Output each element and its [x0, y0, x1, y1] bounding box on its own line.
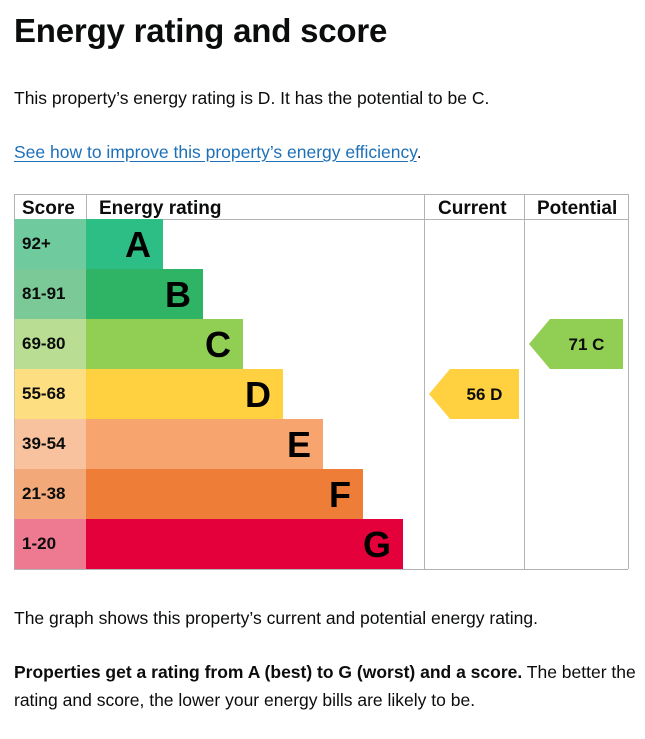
header-energy-rating: Energy rating [99, 198, 221, 219]
score-range-f: 21-38 [22, 484, 65, 503]
rating-explanation-bold: Properties get a rating from A (best) to… [14, 662, 523, 682]
band-letter-c: C [205, 324, 231, 365]
band-bar-f [86, 469, 363, 519]
current-rating-arrow [429, 369, 519, 419]
link-suffix: . [416, 142, 422, 162]
band-letter-f: F [329, 474, 351, 515]
score-range-e: 39-54 [22, 434, 66, 453]
band-letter-d: D [245, 374, 271, 415]
score-range-d: 55-68 [22, 384, 65, 403]
score-cell-a [14, 219, 86, 269]
rating-explanation-rest: The better the rating and score, the low… [14, 662, 636, 710]
score-range-g: 1-20 [22, 534, 56, 553]
graph-note: The graph shows this property’s current … [14, 608, 539, 628]
improve-efficiency-link[interactable]: See how to improve this property’s energ… [14, 142, 417, 162]
rating-explanation: Properties get a rating from A (best) to… [14, 658, 639, 714]
band-letter-a: A [125, 224, 151, 265]
score-cell-g [14, 519, 86, 569]
band-bar-d [86, 369, 283, 419]
band-letter-b: B [165, 274, 191, 315]
band-bar-e [86, 419, 323, 469]
band-letter-e: E [287, 424, 311, 465]
header-current: Current [438, 198, 507, 219]
rating-arrows: 56 D 71 C [429, 319, 623, 419]
page-title: Energy rating and score [14, 12, 388, 49]
band-letter-g: G [363, 524, 391, 565]
score-range-b: 81-91 [22, 284, 65, 303]
improve-link-line: See how to improve this property’s energ… [14, 138, 422, 166]
score-cell-c [14, 319, 86, 369]
score-range-c: 69-80 [22, 334, 65, 353]
current-rating-arrow-label: 56 D [467, 385, 503, 404]
score-range-a: 92+ [22, 234, 51, 253]
rating-summary: This property’s energy rating is D. It h… [14, 88, 490, 108]
header-score: Score [22, 198, 75, 219]
header-potential: Potential [537, 198, 617, 219]
rating-bands: 92+ A 81-91 B 69-80 C 55-68 D 39-54 E 21-38 F 1-20 G [14, 219, 403, 569]
band-bar-a [86, 219, 163, 269]
potential-rating-arrow-label: 71 C [569, 335, 605, 354]
score-cell-e [14, 419, 86, 469]
band-bar-b [86, 269, 203, 319]
score-cell-b [14, 269, 86, 319]
potential-rating-arrow [529, 319, 623, 369]
band-bar-c [86, 319, 243, 369]
score-cell-d [14, 369, 86, 419]
score-cell-f [14, 469, 86, 519]
band-bar-g [86, 519, 403, 569]
